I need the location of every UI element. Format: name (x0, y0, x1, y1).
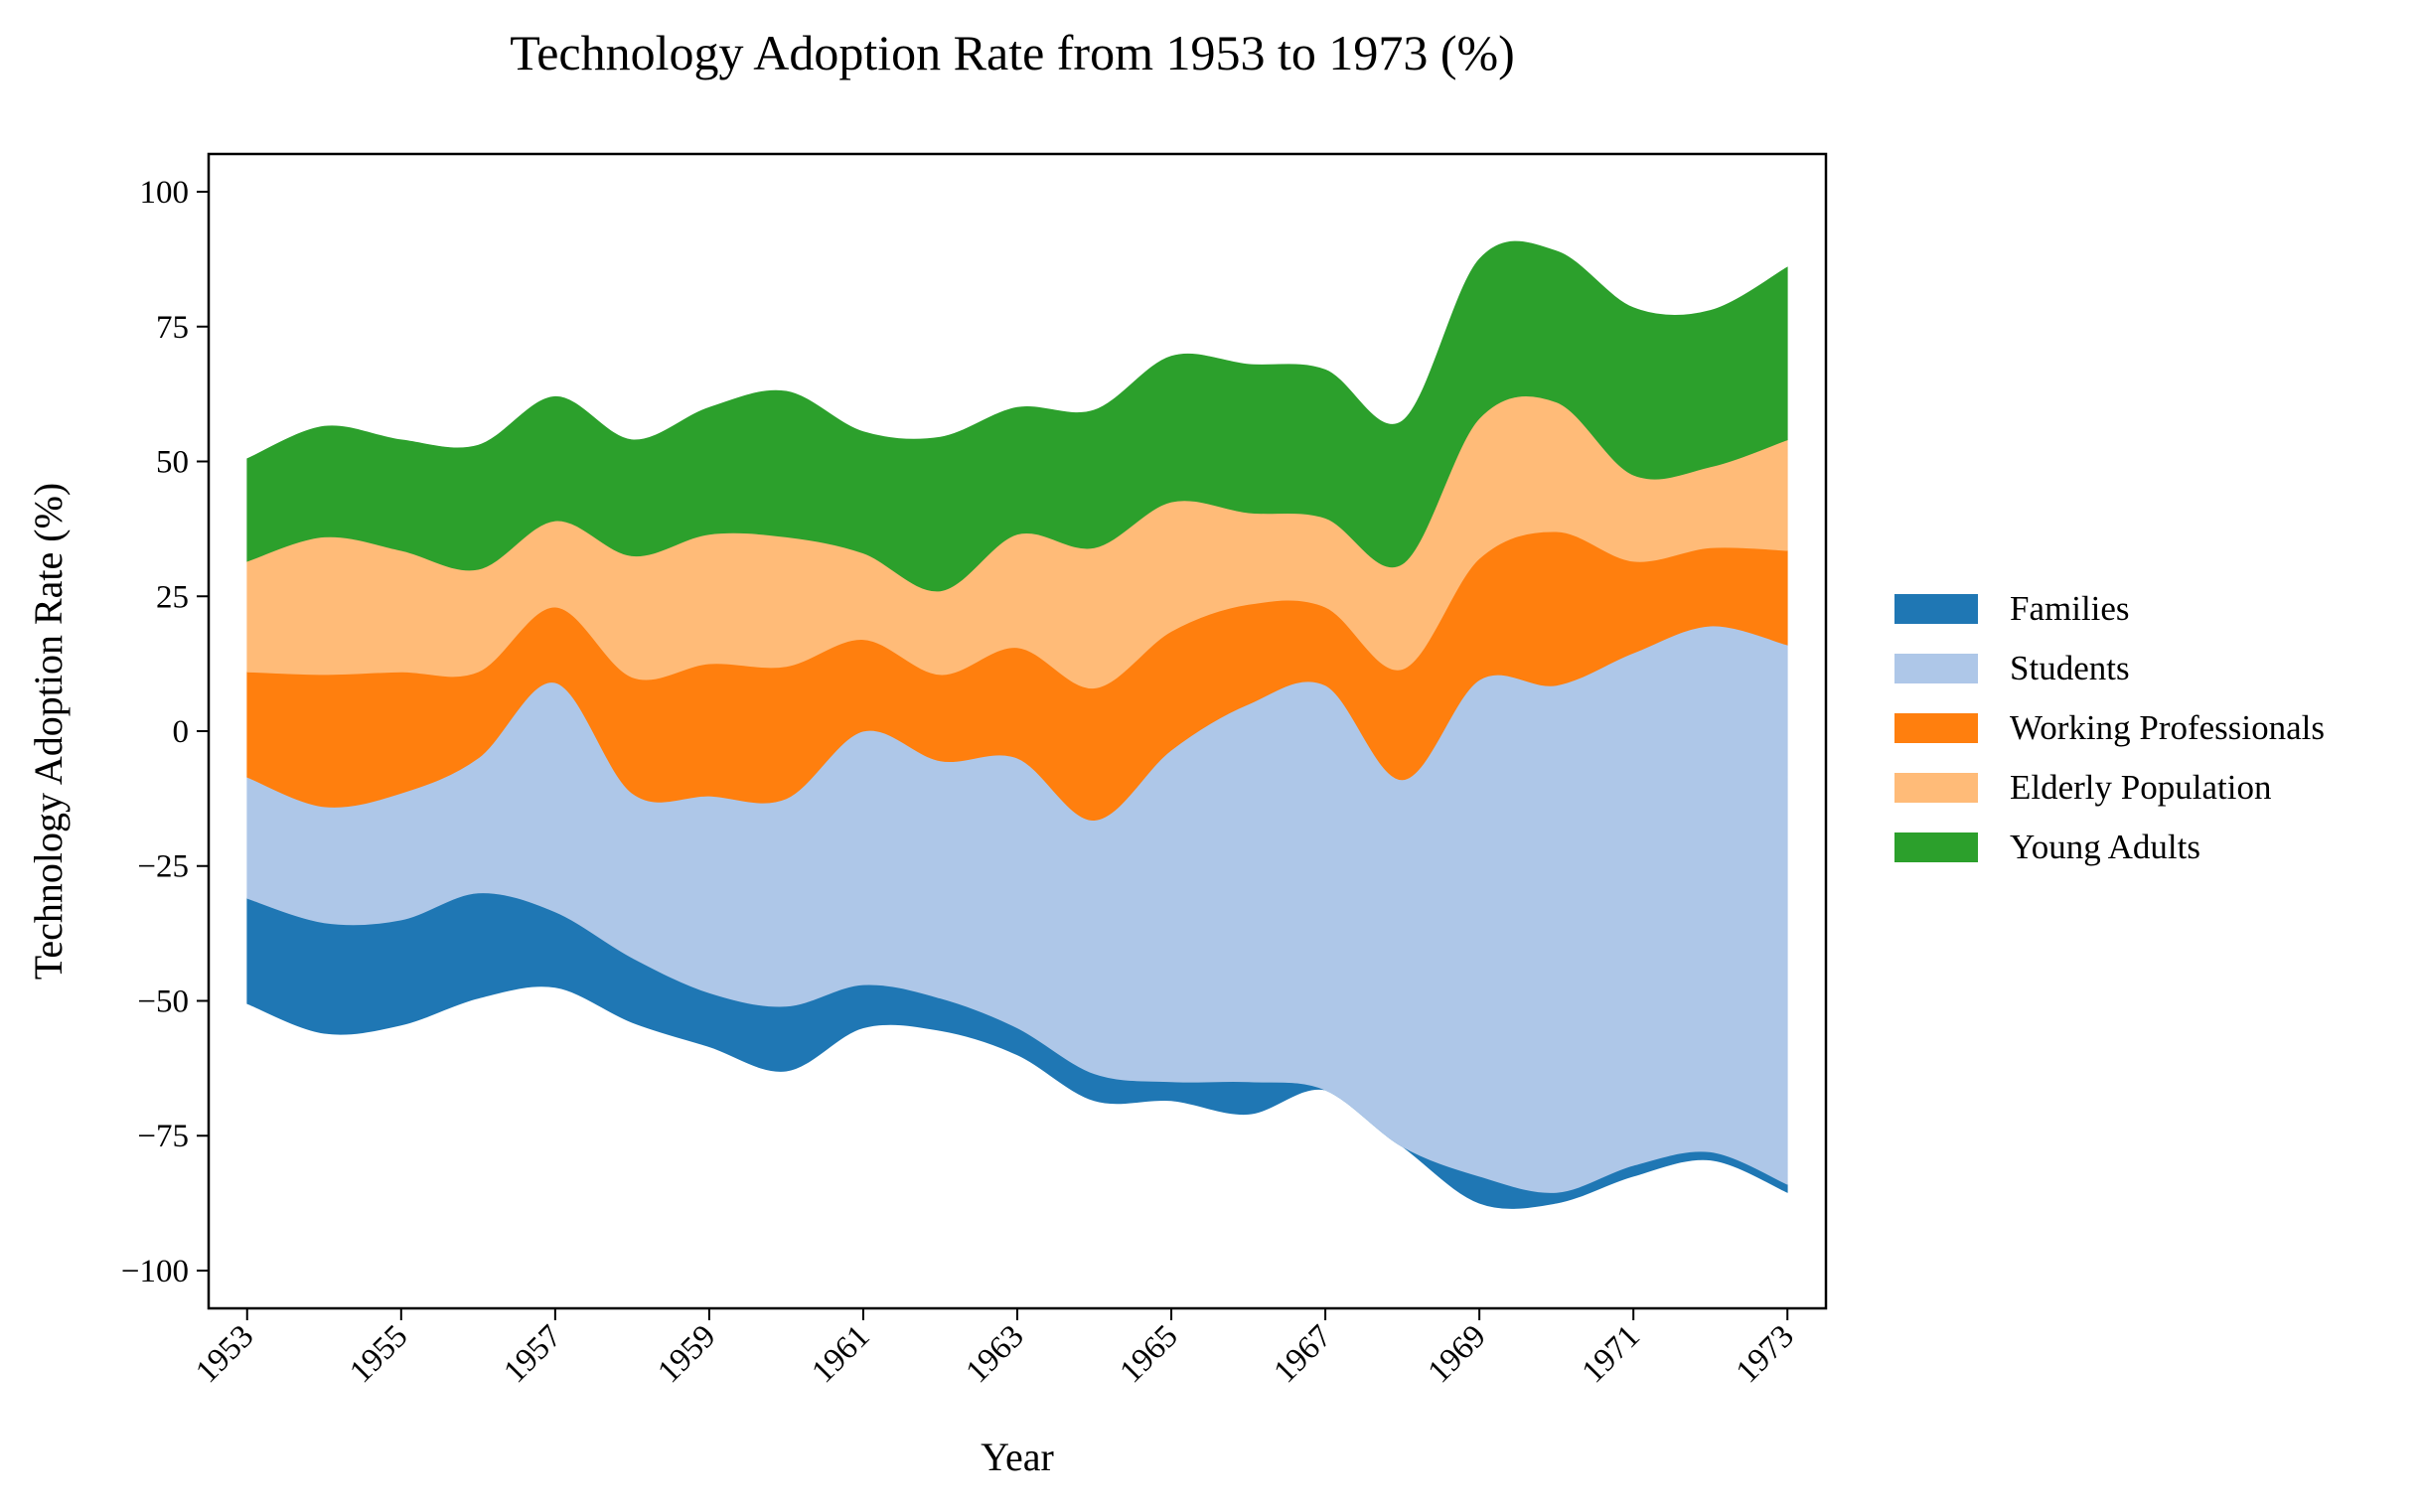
legend-label-elderly-population: Elderly Population (2010, 768, 2271, 807)
x-tick-label: 1959 (651, 1318, 722, 1390)
x-tick-label: 1957 (497, 1318, 568, 1390)
y-tick-label: 25 (156, 579, 189, 615)
x-tick-label: 1969 (1422, 1318, 1493, 1390)
legend-swatch-families (1894, 594, 1978, 624)
x-axis-title: Year (981, 1435, 1054, 1479)
chart-title: Technology Adoption Rate from 1953 to 19… (510, 25, 1515, 80)
legend-label-young-adults: Young Adults (2010, 828, 2200, 866)
x-tick-label: 1953 (189, 1318, 260, 1390)
x-tick-label: 1973 (1730, 1318, 1801, 1390)
y-tick-label: −75 (137, 1119, 189, 1154)
legend-swatch-working-professionals (1894, 713, 1978, 743)
legend-swatch-young-adults (1894, 832, 1978, 862)
legend-label-working-professionals: Working Professionals (2010, 708, 2325, 747)
legend-swatch-students (1894, 654, 1978, 683)
area-young-adults (246, 240, 1788, 592)
y-tick-label: 50 (156, 445, 189, 481)
x-tick-label: 1965 (1114, 1318, 1185, 1390)
legend-label-students: Students (2010, 649, 2130, 687)
x-tick-label: 1971 (1576, 1318, 1647, 1390)
y-tick-label: −25 (137, 849, 189, 885)
y-tick-label: 0 (173, 714, 190, 750)
x-tick-label: 1963 (960, 1318, 1031, 1390)
y-tick-label: 100 (140, 175, 190, 211)
legend: Families Students Working Professionals Eld… (1894, 589, 2325, 866)
x-tick-label: 1967 (1268, 1318, 1339, 1390)
x-tick-label: 1955 (343, 1318, 414, 1390)
legend-label-families: Families (2010, 589, 2130, 628)
areas-layer (246, 240, 1788, 1209)
x-tick-label: 1961 (805, 1318, 876, 1390)
y-tick-label: −50 (137, 983, 189, 1019)
y-axis-title: Technology Adoption Rate (%) (26, 483, 71, 980)
legend-swatch-elderly-population (1894, 773, 1978, 803)
y-tick-label: 75 (156, 310, 189, 346)
y-tick-label: −100 (121, 1254, 189, 1289)
